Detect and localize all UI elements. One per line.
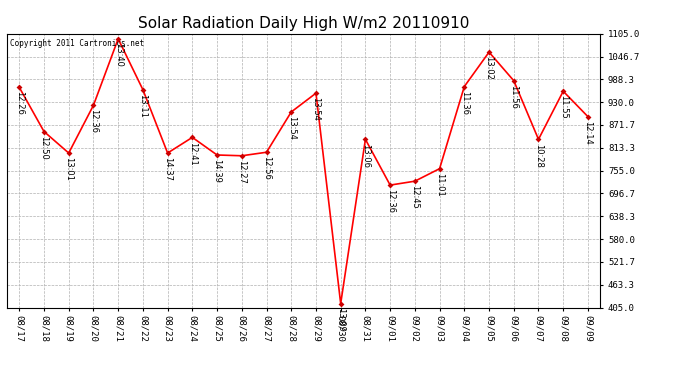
Text: 10:28: 10:28 bbox=[534, 144, 543, 167]
Title: Solar Radiation Daily High W/m2 20110910: Solar Radiation Daily High W/m2 20110910 bbox=[138, 16, 469, 31]
Text: 12:27: 12:27 bbox=[237, 160, 246, 184]
Text: 13:54: 13:54 bbox=[311, 98, 320, 121]
Text: 13:01: 13:01 bbox=[64, 157, 73, 181]
Text: 12:36: 12:36 bbox=[89, 110, 98, 134]
Text: 13:54: 13:54 bbox=[287, 116, 296, 140]
Text: 11:55: 11:55 bbox=[559, 95, 568, 119]
Text: 11:56: 11:56 bbox=[509, 85, 518, 109]
Text: 13:06: 13:06 bbox=[361, 144, 370, 168]
Text: 12:41: 12:41 bbox=[188, 141, 197, 165]
Text: 14:37: 14:37 bbox=[163, 157, 172, 181]
Text: 13:02: 13:02 bbox=[484, 56, 493, 80]
Text: 12:26: 12:26 bbox=[14, 92, 23, 116]
Text: Copyright 2011 Cartronics.net: Copyright 2011 Cartronics.net bbox=[10, 39, 144, 48]
Text: 11:01: 11:01 bbox=[435, 173, 444, 196]
Text: 13:40: 13:40 bbox=[114, 43, 123, 67]
Text: 13:11: 13:11 bbox=[139, 94, 148, 118]
Text: 11:36: 11:36 bbox=[460, 91, 469, 115]
Text: 12:36: 12:36 bbox=[386, 189, 395, 213]
Text: 13:09: 13:09 bbox=[336, 308, 345, 332]
Text: 12:50: 12:50 bbox=[39, 136, 48, 159]
Text: 12:56: 12:56 bbox=[262, 156, 271, 180]
Text: 12:14: 12:14 bbox=[584, 121, 593, 145]
Text: 12:45: 12:45 bbox=[411, 185, 420, 209]
Text: 14:39: 14:39 bbox=[213, 159, 221, 183]
